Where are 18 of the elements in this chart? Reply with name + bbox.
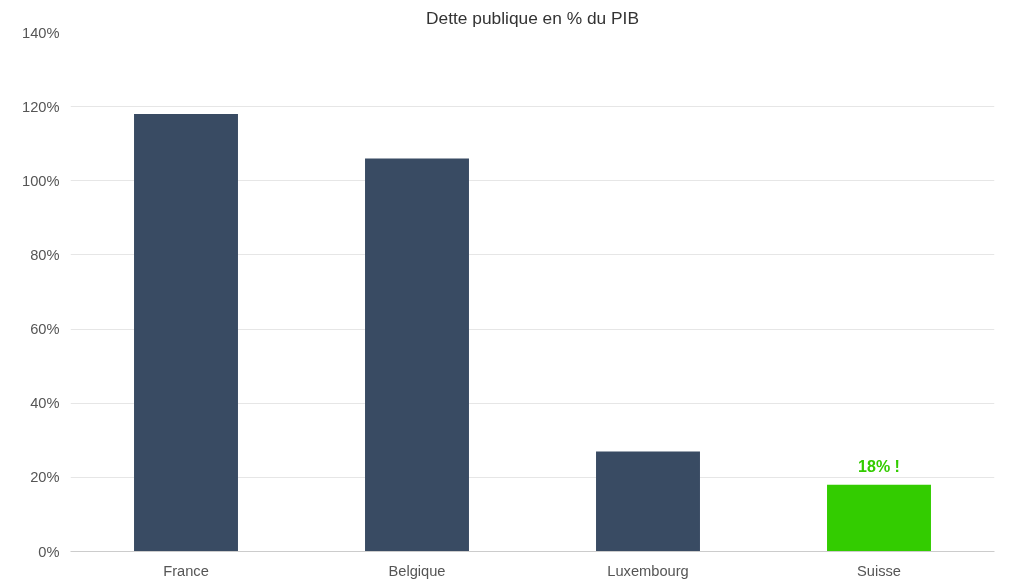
y-tick-label: 140% bbox=[22, 24, 60, 41]
bar bbox=[134, 114, 238, 552]
bar bbox=[596, 451, 700, 552]
x-tick-label: France bbox=[163, 562, 209, 579]
y-tick-label: 80% bbox=[30, 246, 60, 263]
bar bbox=[827, 484, 931, 552]
data-label: 18% ! bbox=[858, 457, 900, 475]
y-tick-label: 60% bbox=[30, 321, 60, 338]
y-tick-label: 120% bbox=[22, 98, 60, 115]
bar bbox=[365, 158, 469, 552]
y-tick-label: 20% bbox=[30, 469, 60, 486]
y-tick-label: 100% bbox=[22, 172, 60, 189]
chart-title: Dette publique en % du PIB bbox=[426, 7, 639, 28]
x-tick-label: Belgique bbox=[388, 562, 446, 579]
y-tick-label: 40% bbox=[30, 395, 60, 412]
y-tick-label: 0% bbox=[38, 543, 60, 560]
x-tick-label: Luxembourg bbox=[607, 562, 689, 579]
x-tick-label: Suisse bbox=[857, 562, 901, 579]
